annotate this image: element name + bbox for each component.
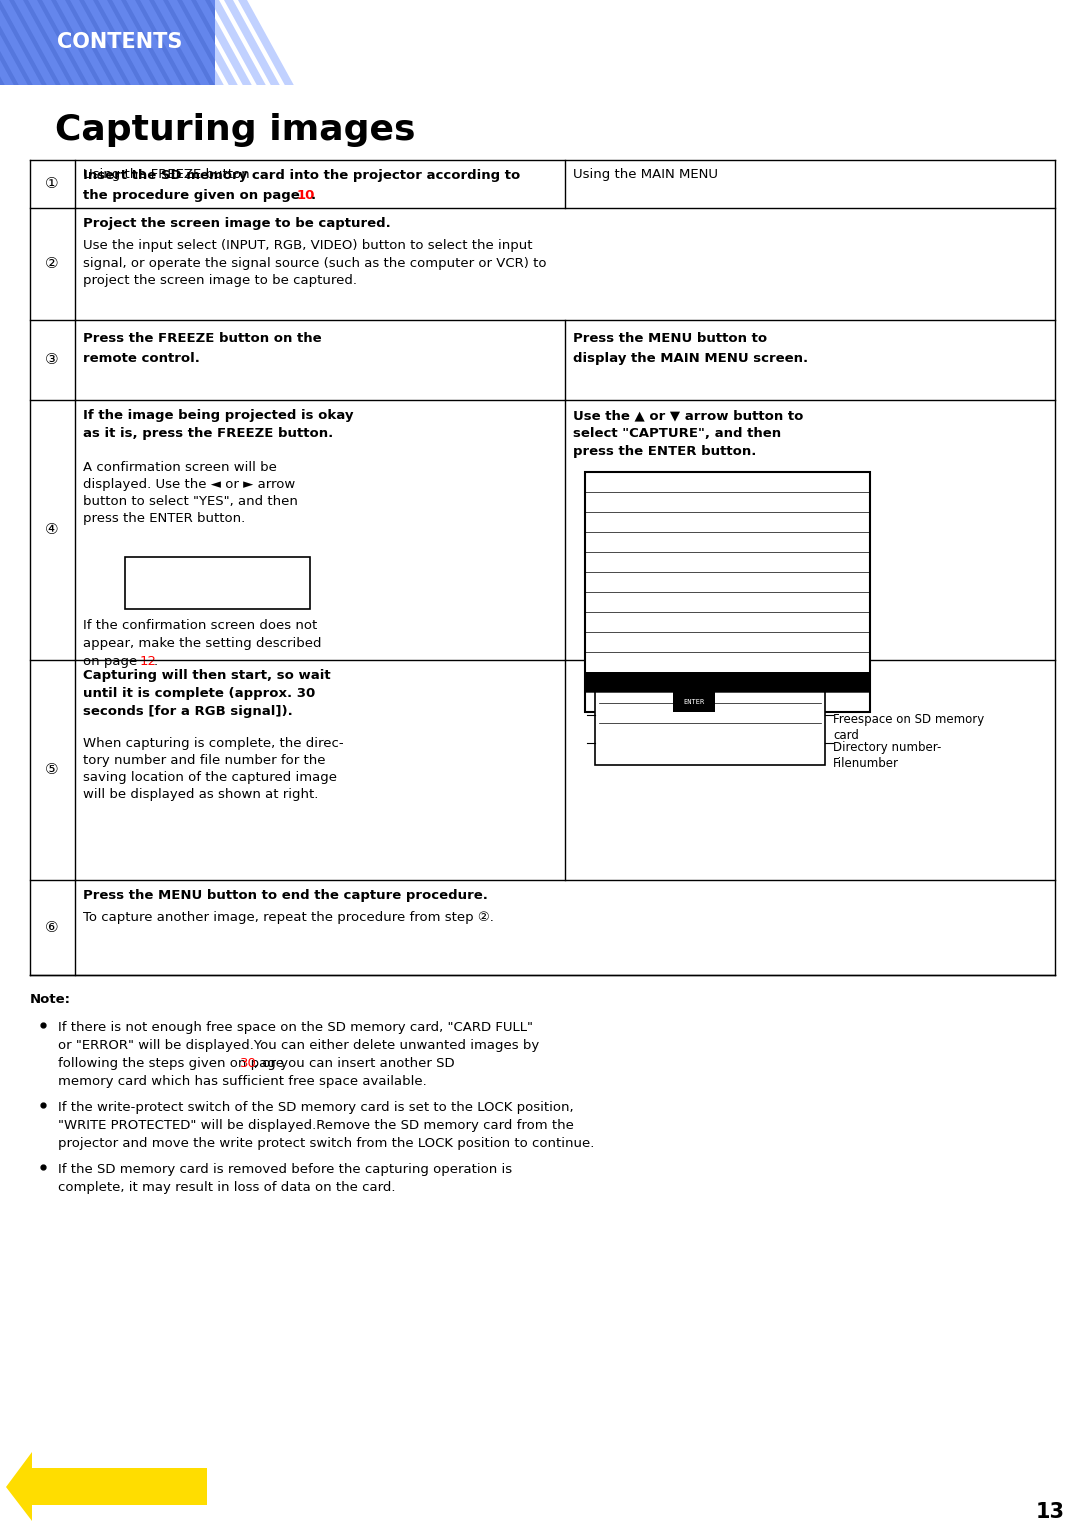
- Text: ▣ POSITION: ▣ POSITION: [591, 537, 650, 547]
- Text: Use the input select (INPUT, RGB, VIDEO) button to select the input
signal, or o: Use the input select (INPUT, RGB, VIDEO)…: [83, 239, 546, 287]
- Text: FILE  NAME  IS: FILE NAME IS: [663, 693, 757, 703]
- Polygon shape: [0, 0, 42, 86]
- Text: ③: ③: [45, 353, 58, 367]
- Bar: [595, 685, 825, 764]
- Text: the procedure given on page: the procedure given on page: [83, 190, 305, 202]
- Text: Y E S    N O: Y E S N O: [174, 587, 260, 599]
- Polygon shape: [168, 0, 224, 86]
- Text: Insert the SD memory card into the projector according to: Insert the SD memory card into the proje…: [83, 170, 521, 182]
- Bar: [585, 673, 870, 693]
- Text: appear, make the setting described: appear, make the setting described: [83, 638, 322, 650]
- Text: ▪ SHUTTER: ▪ SHUTTER: [591, 576, 644, 587]
- Polygon shape: [195, 0, 252, 86]
- Polygon shape: [126, 0, 181, 86]
- Text: ▼ SELCT►ENTER: ▼ SELCT►ENTER: [591, 697, 667, 706]
- Text: "WRITE PROTECTED" will be displayed.Remove the SD memory card from the: "WRITE PROTECTED" will be displayed.Remo…: [58, 1119, 573, 1131]
- Polygon shape: [70, 0, 125, 86]
- Text: 30: 30: [240, 1057, 257, 1070]
- Text: ①: ①: [45, 176, 58, 191]
- Text: , or you can insert another SD: , or you can insert another SD: [254, 1057, 455, 1070]
- Text: Use the ▲ or ▼ arrow button to
select "CAPTURE", and then
press the ENTER button: Use the ▲ or ▼ arrow button to select "C…: [573, 408, 804, 459]
- Text: Using the MAIN MENU: Using the MAIN MENU: [573, 168, 718, 180]
- Bar: [125, 557, 310, 609]
- Text: REST  2.0MB: REST 2.0MB: [673, 731, 747, 742]
- Text: 13: 13: [1036, 1501, 1065, 1521]
- Text: Freespace on SD memory
card: Freespace on SD memory card: [833, 713, 984, 742]
- Polygon shape: [28, 0, 84, 86]
- Polygon shape: [238, 0, 294, 86]
- Text: .: .: [311, 190, 316, 202]
- Text: □ INDEX WINDOW: □ INDEX WINDOW: [591, 557, 673, 567]
- Text: ⑤: ⑤: [45, 763, 58, 778]
- Polygon shape: [14, 0, 70, 86]
- Polygon shape: [183, 0, 238, 86]
- Text: ⑥: ⑥: [45, 919, 58, 934]
- Text: To capture another image, repeat the procedure from step ②.: To capture another image, repeat the pro…: [83, 911, 494, 924]
- Text: projector and move the write protect switch from the LOCK position to continue.: projector and move the write protect swi…: [58, 1138, 594, 1150]
- Polygon shape: [98, 0, 153, 86]
- Text: A confirmation screen will be
displayed. Use the ◄ or ► arrow
button to select ": A confirmation screen will be displayed.…: [83, 462, 298, 524]
- Text: Capturing will then start, so wait
until it is complete (approx. 30
seconds [for: Capturing will then start, so wait until…: [83, 670, 330, 719]
- Text: CONTENTS: CONTENTS: [57, 32, 183, 52]
- Text: on page: on page: [83, 654, 141, 668]
- Text: 12: 12: [140, 654, 157, 668]
- Text: memory card which has sufficient free space available.: memory card which has sufficient free sp…: [58, 1075, 427, 1089]
- Polygon shape: [210, 0, 266, 86]
- Text: If the SD memory card is removed before the capturing operation is: If the SD memory card is removed before …: [58, 1164, 512, 1176]
- Polygon shape: [140, 0, 195, 86]
- Polygon shape: [42, 0, 98, 86]
- Text: ♪ AUDIO: ♪ AUDIO: [591, 596, 632, 607]
- Text: If the write-protect switch of the SD memory card is set to the LOCK position,: If the write-protect switch of the SD me…: [58, 1101, 573, 1115]
- Polygon shape: [0, 0, 56, 86]
- Polygon shape: [112, 0, 167, 86]
- Text: following the steps given on page: following the steps given on page: [58, 1057, 288, 1070]
- Text: Directory number-
Filenumber: Directory number- Filenumber: [833, 742, 942, 771]
- Text: If the image being projected is okay
as it is, press the FREEZE button.: If the image being projected is okay as …: [83, 408, 353, 440]
- Text: Using the FREEZE button: Using the FREEZE button: [83, 168, 249, 180]
- Text: ②: ②: [45, 257, 58, 272]
- Text: If there is not enough free space on the SD memory card, "CARD FULL": If there is not enough free space on the…: [58, 1021, 534, 1034]
- Text: Press the MENU button to
display the MAIN MENU screen.: Press the MENU button to display the MAI…: [573, 332, 808, 365]
- Polygon shape: [56, 0, 111, 86]
- Text: ④: ④: [45, 523, 58, 538]
- Text: .: .: [154, 654, 158, 668]
- Text: or "ERROR" will be displayed.You can either delete unwanted images by: or "ERROR" will be displayed.You can eit…: [58, 1040, 539, 1052]
- Text: ▦ CAPTURE: ▦ CAPTURE: [591, 677, 644, 687]
- Text: ENTER: ENTER: [684, 699, 704, 705]
- Text: MENU: MENU: [715, 477, 740, 488]
- Text: Project the screen image to be captured.: Project the screen image to be captured.: [83, 217, 391, 229]
- Text: complete, it may result in loss of data on the card.: complete, it may result in loss of data …: [58, 1180, 395, 1194]
- Text: C A P T U R E: C A P T U R E: [171, 567, 264, 579]
- Text: Capturing images: Capturing images: [55, 113, 416, 147]
- Polygon shape: [6, 1453, 207, 1521]
- Bar: [585, 472, 870, 713]
- Text: 100-0068: 100-0068: [683, 711, 737, 722]
- Polygon shape: [154, 0, 210, 86]
- Text: ■ PICTURE: ■ PICTURE: [591, 517, 644, 528]
- Text: ◆ LANGUAGE: ◆ LANGUAGE: [591, 618, 650, 627]
- Bar: [0, 0, 215, 86]
- Text: If the confirmation screen does not: If the confirmation screen does not: [83, 619, 318, 631]
- Polygon shape: [0, 0, 28, 86]
- Text: ↕↕KEYSTONE: ↕↕KEYSTONE: [591, 497, 650, 508]
- Text: ▣ SD  CARD: ▣ SD CARD: [591, 657, 650, 667]
- Text: ▣ OPTION: ▣ OPTION: [591, 638, 638, 647]
- Text: When capturing is complete, the direc-
tory number and file number for the
savin: When capturing is complete, the direc- t…: [83, 737, 343, 801]
- Text: Note:: Note:: [30, 992, 71, 1006]
- Text: 10: 10: [297, 190, 315, 202]
- Text: Press the FREEZE button on the
remote control.: Press the FREEZE button on the remote co…: [83, 332, 322, 365]
- Bar: [673, 693, 715, 713]
- Polygon shape: [0, 0, 14, 86]
- Polygon shape: [224, 0, 280, 86]
- Text: Press the MENU button to end the capture procedure.: Press the MENU button to end the capture…: [83, 888, 488, 902]
- Polygon shape: [84, 0, 139, 86]
